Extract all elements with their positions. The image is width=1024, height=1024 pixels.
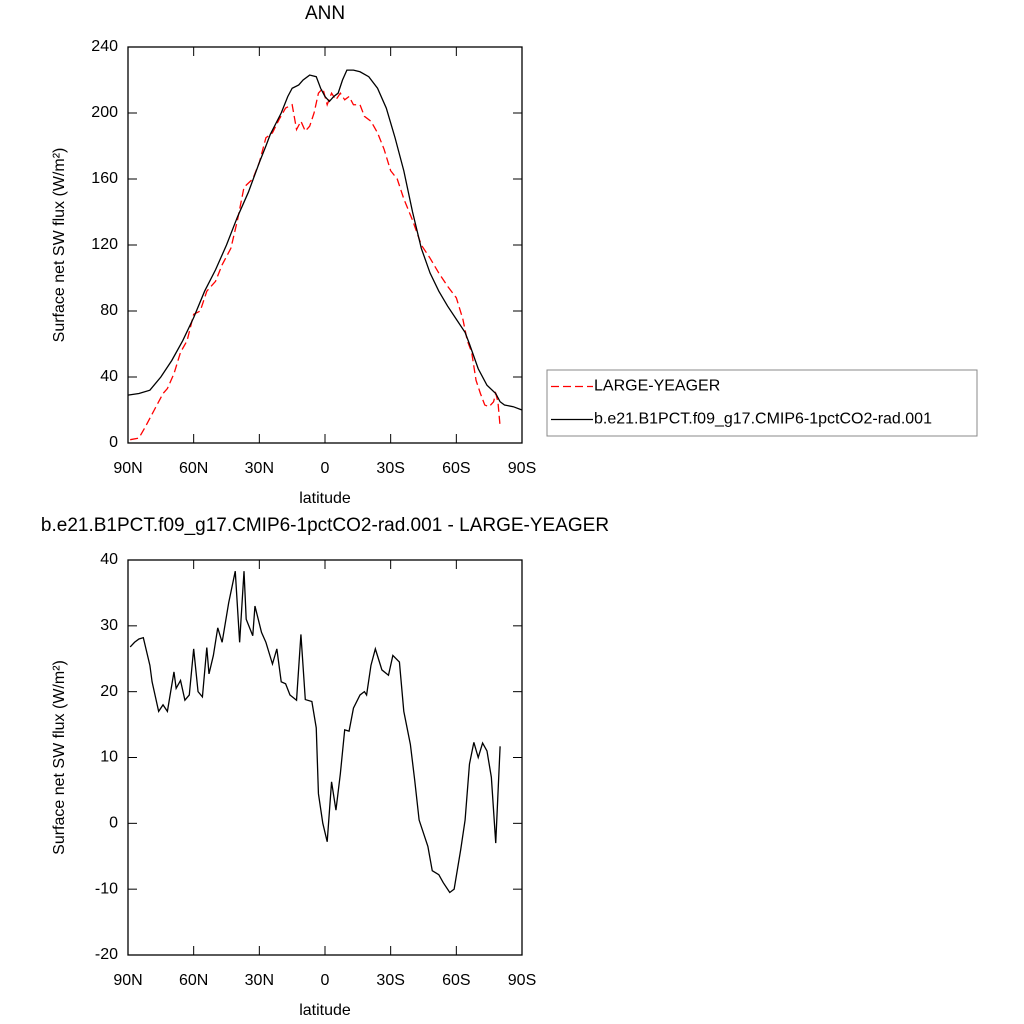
y-tick-label: 120	[91, 236, 118, 253]
y-axis-label: Surface net SW flux (W/m²)	[51, 148, 68, 343]
y-tick-label: 160	[91, 170, 118, 187]
y-tick-label: 240	[91, 38, 118, 55]
y-tick-label: 40	[100, 551, 118, 568]
line	[130, 86, 501, 441]
x-axis-label: latitude	[299, 1002, 351, 1019]
x-tick-label: 60N	[179, 972, 208, 989]
y-tick-label: 200	[91, 104, 118, 121]
line	[129, 571, 501, 894]
x-tick-label: 30S	[376, 460, 404, 477]
legend-label: b.e21.B1PCT.f09_g17.CMIP6-1pctCO2-rad.00…	[594, 411, 932, 428]
x-tick-label: 30N	[245, 972, 274, 989]
y-tick-label: 30	[100, 617, 118, 634]
x-tick-label: 30S	[376, 972, 404, 989]
plot-frame	[127, 559, 523, 956]
y-tick-label: -20	[95, 946, 118, 963]
x-tick-label: 90S	[508, 460, 536, 477]
x-axis-label: latitude	[299, 490, 351, 507]
plot-frame	[127, 46, 523, 444]
y-axis-label: Surface net SW flux (W/m²)	[51, 660, 68, 855]
line	[127, 69, 523, 411]
y-tick-label: 20	[100, 683, 118, 700]
x-tick-label: 90N	[113, 460, 142, 477]
x-tick-label: 0	[321, 460, 330, 477]
x-tick-label: 60S	[442, 972, 470, 989]
chart-title: ANN	[305, 3, 345, 24]
x-tick-label: 90S	[508, 972, 536, 989]
y-tick-label: 80	[100, 302, 118, 319]
x-tick-label: 60S	[442, 460, 470, 477]
legend-label: LARGE-YEAGER	[594, 378, 720, 395]
y-tick-label: 0	[109, 815, 118, 832]
y-tick-label: -10	[95, 880, 118, 897]
legend-box	[546, 369, 978, 437]
y-tick-label: 40	[100, 368, 118, 385]
x-tick-label: 0	[321, 972, 330, 989]
x-tick-label: 30N	[245, 460, 274, 477]
y-tick-label: 10	[100, 749, 118, 766]
x-tick-label: 60N	[179, 460, 208, 477]
chart-title: b.e21.B1PCT.f09_g17.CMIP6-1pctCO2-rad.00…	[41, 515, 609, 536]
y-tick-label: 0	[109, 434, 118, 451]
x-tick-label: 90N	[113, 972, 142, 989]
